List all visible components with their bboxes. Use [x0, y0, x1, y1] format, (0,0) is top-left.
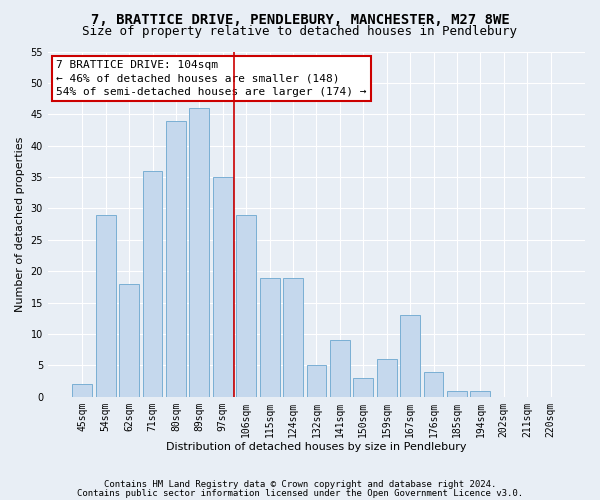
Text: 7 BRATTICE DRIVE: 104sqm
← 46% of detached houses are smaller (148)
54% of semi-: 7 BRATTICE DRIVE: 104sqm ← 46% of detach…	[56, 60, 367, 96]
Bar	[143, 171, 163, 397]
Bar	[424, 372, 443, 397]
Bar	[260, 278, 280, 397]
Text: Contains HM Land Registry data © Crown copyright and database right 2024.: Contains HM Land Registry data © Crown c…	[104, 480, 496, 489]
Bar	[213, 177, 233, 397]
Text: Size of property relative to detached houses in Pendlebury: Size of property relative to detached ho…	[83, 25, 517, 38]
Bar	[119, 284, 139, 397]
Y-axis label: Number of detached properties: Number of detached properties	[15, 136, 25, 312]
Bar	[96, 214, 116, 397]
Bar	[190, 108, 209, 397]
Bar	[377, 359, 397, 397]
Bar	[447, 390, 467, 397]
Text: Contains public sector information licensed under the Open Government Licence v3: Contains public sector information licen…	[77, 489, 523, 498]
Bar	[353, 378, 373, 397]
Text: 7, BRATTICE DRIVE, PENDLEBURY, MANCHESTER, M27 8WE: 7, BRATTICE DRIVE, PENDLEBURY, MANCHESTE…	[91, 12, 509, 26]
Bar	[283, 278, 303, 397]
Bar	[73, 384, 92, 397]
Bar	[400, 315, 420, 397]
Bar	[166, 120, 186, 397]
Bar	[470, 390, 490, 397]
X-axis label: Distribution of detached houses by size in Pendlebury: Distribution of detached houses by size …	[166, 442, 467, 452]
Bar	[236, 214, 256, 397]
Bar	[330, 340, 350, 397]
Bar	[307, 366, 326, 397]
